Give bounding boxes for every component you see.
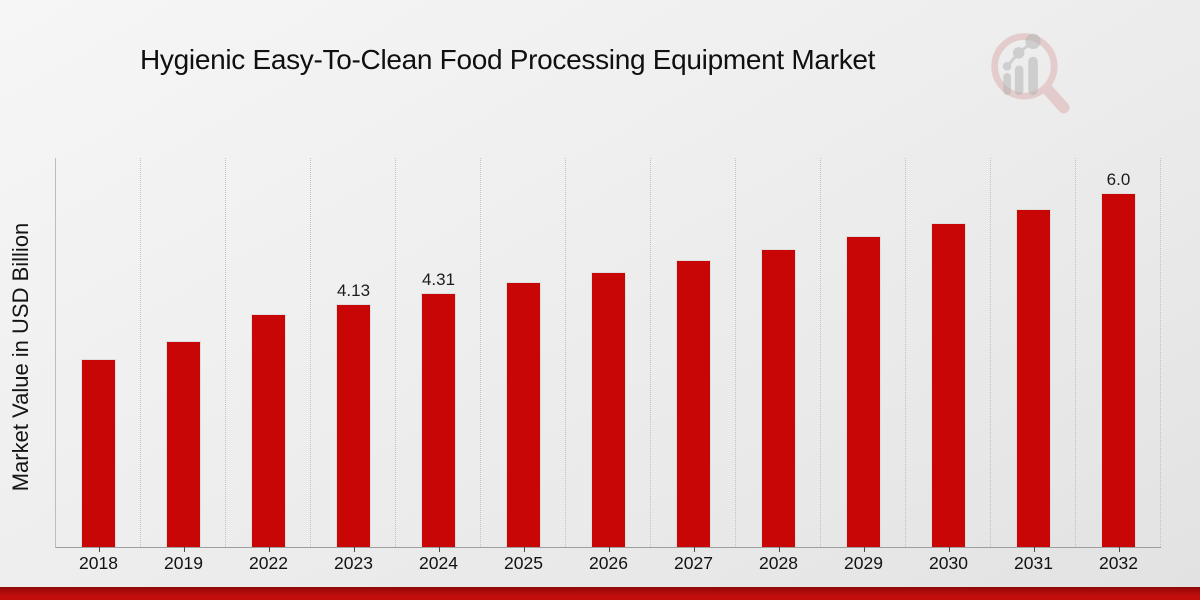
gridline <box>1075 158 1076 547</box>
gridline <box>225 158 226 547</box>
bar-2027 <box>676 259 711 547</box>
gridline <box>395 158 396 547</box>
magnifier-ring-icon <box>991 33 1058 100</box>
x-tick <box>948 547 950 552</box>
gridline <box>310 158 311 547</box>
x-tick-label: 2028 <box>759 553 798 573</box>
bar-2028 <box>761 248 796 547</box>
bar-2025 <box>506 281 541 547</box>
gridline <box>140 158 141 547</box>
x-tick-label: 2027 <box>674 553 713 573</box>
gridline <box>480 158 481 547</box>
gridline <box>905 158 906 547</box>
logo-bars-icon <box>1002 33 1041 96</box>
x-tick-label: 2032 <box>1099 553 1138 573</box>
x-tick-label: 2024 <box>419 553 458 573</box>
y-axis-label: Market Value in USD Billion <box>8 222 33 492</box>
bar-2018 <box>81 358 116 547</box>
x-tick-label: 2019 <box>164 553 203 573</box>
x-tick <box>778 547 780 552</box>
gridline <box>820 158 821 547</box>
gridline <box>990 158 991 547</box>
gridline <box>1160 158 1161 547</box>
x-tick-label: 2023 <box>334 553 373 573</box>
bar-value-label: 4.31 <box>421 269 456 289</box>
bar-value-label: 6.0 <box>1106 170 1131 190</box>
x-tick <box>98 547 100 552</box>
bar-2023 <box>336 303 371 547</box>
x-tick <box>523 547 525 552</box>
bar-2030 <box>931 222 966 547</box>
gridline <box>565 158 566 547</box>
bar-2024 <box>421 292 456 547</box>
bar-value-label: 4.13 <box>336 280 371 300</box>
x-tick-label: 2018 <box>79 553 118 573</box>
footer-brand-band <box>0 587 1200 600</box>
x-tick <box>863 547 865 552</box>
bar-2031 <box>1016 208 1051 547</box>
x-tick-label: 2025 <box>504 553 543 573</box>
bar-2029 <box>846 235 881 547</box>
magnifier-bar-chart-logo <box>991 33 1070 114</box>
gridline <box>735 158 736 547</box>
bar-2022 <box>251 313 286 547</box>
bar-2032 <box>1101 193 1136 547</box>
x-tick <box>1033 547 1035 552</box>
bar-2026 <box>591 271 626 547</box>
x-tick <box>693 547 695 552</box>
x-tick-label: 2022 <box>249 553 288 573</box>
x-tick-label: 2029 <box>844 553 883 573</box>
bar-2019 <box>166 340 201 547</box>
x-tick <box>268 547 270 552</box>
chart-title: Hygienic Easy-To-Clean Food Processing E… <box>140 44 876 75</box>
x-tick <box>1118 547 1120 552</box>
plot-area: 2018 2019 2022 4.13 2023 4.31 2024 2025 2026 2027… <box>55 158 1161 573</box>
x-tick <box>353 547 355 552</box>
x-tick <box>608 547 610 552</box>
x-tick-label: 2031 <box>1014 553 1053 573</box>
x-tick <box>183 547 185 552</box>
x-tick-label: 2026 <box>589 553 628 573</box>
x-tick-label: 2030 <box>929 553 968 573</box>
gridline <box>650 158 651 547</box>
x-tick <box>438 547 440 552</box>
magnifier-handle-icon <box>1041 83 1070 114</box>
